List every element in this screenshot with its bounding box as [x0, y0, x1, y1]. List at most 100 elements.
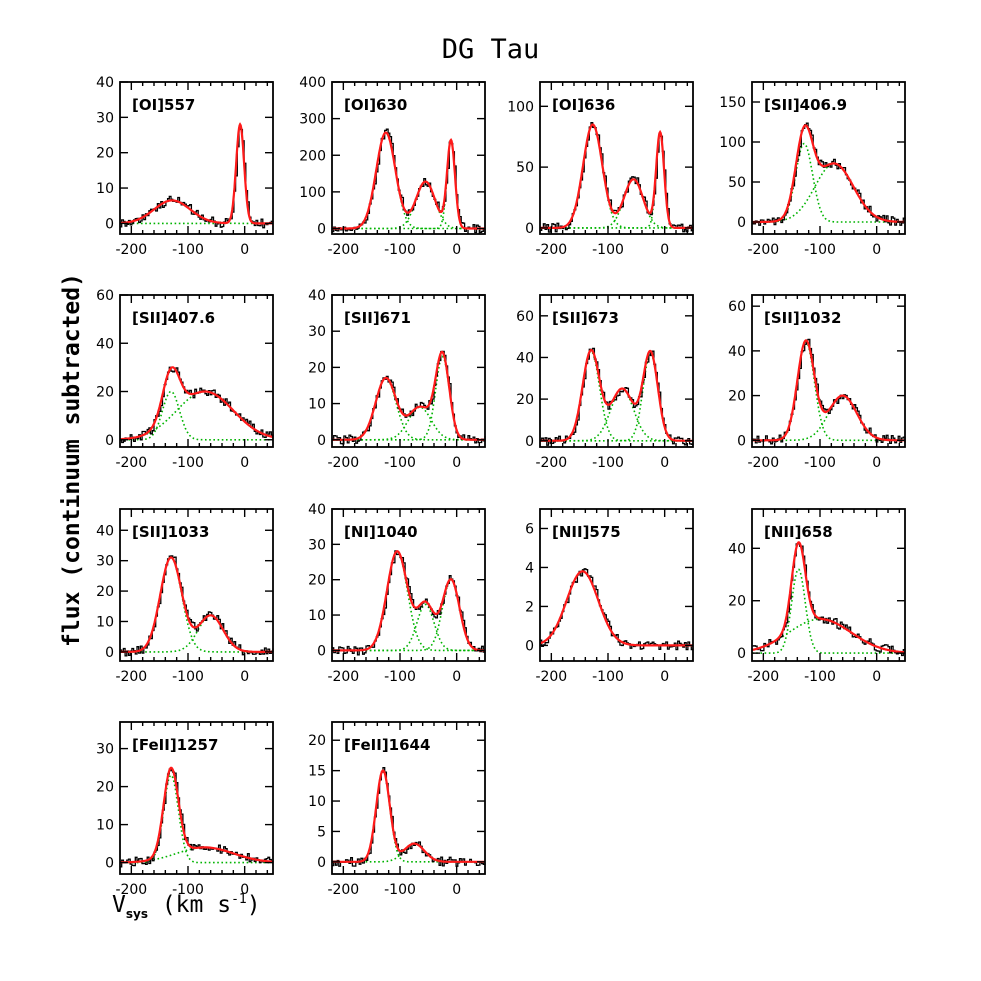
component-0 [752, 142, 905, 223]
y-tick-label: 30 [96, 554, 114, 570]
panel-1: -200 -100 0 0 100 200 300 400 [OI]630 [299, 75, 486, 258]
spectrum-line [332, 128, 486, 234]
x-tick-label: -200 [115, 242, 147, 258]
y-tick-label: 0 [525, 221, 534, 237]
y-tick-label: 10 [308, 794, 326, 810]
panel-6: -200 -100 0 0 20 40 60 [SII]673 [516, 294, 694, 471]
panel-0: -200 -100 0 0 10 20 30 40 [OI]557 [96, 75, 274, 258]
x-tick-label: -100 [804, 242, 836, 258]
panel-title: [SII]1033 [132, 523, 209, 541]
panel-8: -200 -100 0 0 10 20 30 40 [SII]1033 [96, 508, 274, 685]
fit-line [332, 550, 485, 652]
panel-2: -200 -100 0 0 50 100 [OI]636 [507, 81, 694, 258]
panel-frame [119, 721, 274, 875]
y-tick-label: 0 [525, 638, 534, 654]
x-tick-label: -100 [804, 669, 836, 685]
panel-13: -200 -100 0 0 5 10 15 20 [FeII]1644 [308, 721, 486, 898]
panel-title: [SII]1032 [764, 309, 841, 327]
component-0 [752, 341, 905, 442]
x-tick-label: 0 [452, 242, 461, 258]
x-tick-label: -100 [384, 669, 416, 685]
x-tick-label: 0 [452, 669, 461, 685]
y-tick-label: 20 [96, 584, 114, 600]
y-tick-label: 0 [525, 434, 534, 450]
y-tick-label: 10 [308, 397, 326, 413]
panel-11: -200 -100 0 0 20 40 [NII]658 [728, 508, 906, 685]
y-tick-label: 20 [308, 733, 326, 749]
panel-12: -200 -100 0 0 10 20 30 [FeII]1257 [96, 721, 274, 898]
y-tick-label: 20 [308, 360, 326, 376]
panel-frame [119, 294, 274, 448]
y-tick-label: 10 [96, 181, 114, 197]
x-tick-label: 0 [452, 882, 461, 898]
y-tick-label: 0 [105, 645, 114, 661]
panel-title: [NI]1040 [344, 523, 418, 541]
y-tick-label: 60 [96, 288, 114, 304]
y-tick-label: 30 [96, 742, 114, 758]
x-tick-label: -100 [592, 455, 624, 471]
y-tick-label: 15 [308, 764, 326, 780]
spectrum-line [752, 338, 906, 445]
fit-line [752, 339, 905, 442]
y-tick-label: 5 [317, 824, 326, 840]
panel-frame [331, 294, 486, 448]
x-axis-label-unit-open: (km s [147, 892, 232, 918]
y-tick-label: 2 [525, 599, 534, 615]
panel-frame [751, 508, 906, 662]
panel-frame [751, 81, 906, 235]
spectrum-line [332, 766, 486, 867]
component-0 [120, 556, 273, 653]
component-0 [120, 774, 273, 864]
component-1 [752, 394, 905, 442]
panel-5: -200 -100 0 0 10 20 30 40 [SII]671 [308, 288, 486, 471]
x-tick-label: -100 [592, 242, 624, 258]
spectrum-line [752, 543, 906, 657]
x-tick-label: 0 [872, 242, 881, 258]
fit-line [751, 541, 905, 654]
y-tick-label: 20 [516, 392, 534, 408]
panel-7: -200 -100 0 0 20 40 60 [SII]1032 [728, 294, 906, 471]
spectrum-line [752, 122, 906, 226]
y-tick-label: 20 [728, 594, 746, 610]
panel-title: [OI]557 [132, 96, 195, 114]
y-tick-label: 40 [728, 344, 746, 360]
component-1 [120, 614, 273, 653]
component-1 [120, 123, 273, 225]
y-tick-label: 0 [105, 216, 114, 232]
y-tick-label: 40 [96, 75, 114, 91]
y-tick-label: 10 [96, 818, 114, 834]
panel-frame [539, 81, 694, 235]
component-1 [752, 162, 905, 223]
y-tick-label: 40 [308, 502, 326, 518]
x-tick-label: 0 [240, 455, 249, 471]
x-axis-label-unit-close: ) [246, 892, 261, 918]
y-tick-label: 30 [96, 110, 114, 126]
y-tick-label: 40 [96, 523, 114, 539]
fit-line [540, 123, 693, 229]
component-0 [332, 377, 485, 441]
x-axis-label-superscript: -1 [231, 892, 247, 907]
y-tick-label: 300 [299, 112, 326, 128]
x-tick-label: -200 [535, 242, 567, 258]
x-tick-label: -100 [804, 455, 836, 471]
x-tick-label: -100 [592, 669, 624, 685]
x-tick-label: 0 [660, 669, 669, 685]
y-tick-label: 30 [308, 537, 326, 553]
x-tick-label: 0 [240, 669, 249, 685]
x-tick-label: -100 [384, 455, 416, 471]
x-tick-label: -100 [172, 455, 204, 471]
panel-frame [119, 508, 274, 662]
x-tick-label: 0 [452, 455, 461, 471]
fit-line [332, 769, 485, 863]
fit-line [752, 124, 905, 224]
component-0 [332, 550, 485, 652]
component-0 [752, 568, 905, 654]
fit-line [120, 766, 273, 864]
y-tick-label: 0 [737, 433, 746, 449]
y-tick-label: 100 [299, 185, 326, 201]
x-tick-label: -200 [747, 669, 779, 685]
y-tick-label: 20 [96, 385, 114, 401]
y-tick-label: 50 [516, 160, 534, 176]
fit-line [120, 122, 273, 225]
